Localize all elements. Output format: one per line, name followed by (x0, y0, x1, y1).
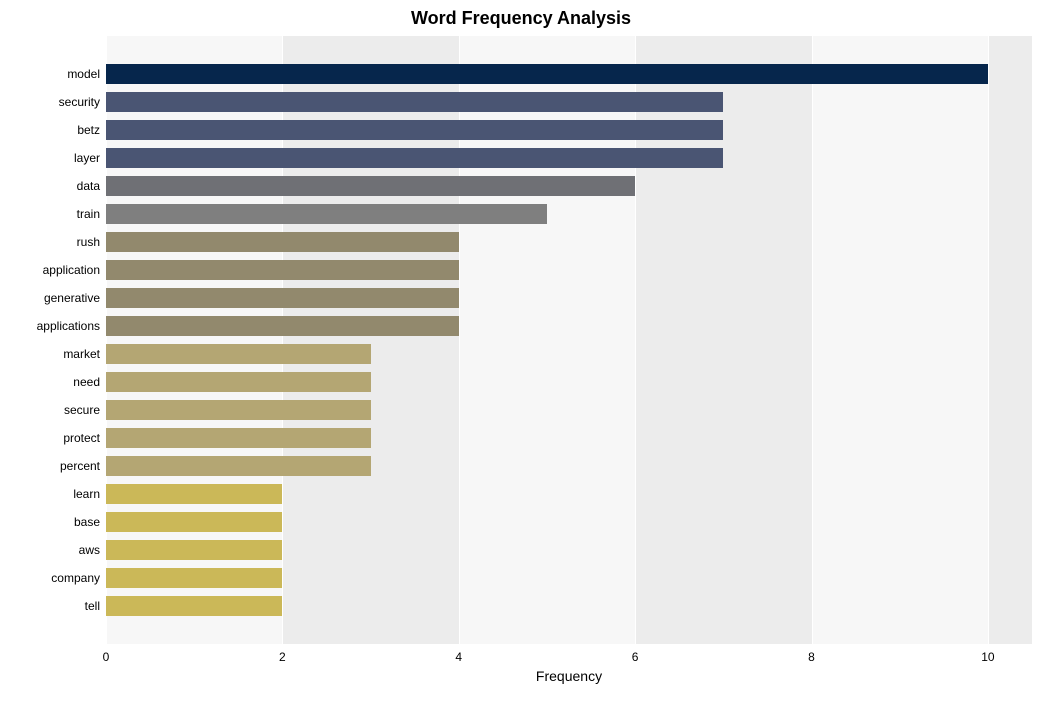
y-tick-label: model (67, 67, 100, 81)
plot-area: 0246810 (106, 36, 1032, 644)
y-tick-label: data (77, 179, 100, 193)
y-tick-label: market (63, 347, 100, 361)
bar (106, 596, 282, 616)
y-tick-label: base (74, 515, 100, 529)
y-tick-label: generative (44, 291, 100, 305)
bar (106, 568, 282, 588)
chart-container: Word Frequency Analysis 0246810 modelsec… (0, 0, 1042, 701)
y-tick-label: aws (79, 543, 100, 557)
y-tick-label: application (43, 263, 100, 277)
bar (106, 92, 723, 112)
bar (106, 64, 988, 84)
x-tick-label: 4 (455, 650, 462, 664)
y-tick-label: layer (74, 151, 100, 165)
y-tick-label: protect (63, 431, 100, 445)
bar (106, 288, 459, 308)
x-tick-label: 8 (808, 650, 815, 664)
x-tick-label: 6 (632, 650, 639, 664)
bar (106, 344, 371, 364)
y-axis-labels: model security betz layer data train rush appli… (0, 36, 100, 644)
bar (106, 540, 282, 560)
y-tick-label: need (73, 375, 100, 389)
bar (106, 512, 282, 532)
y-tick-label: security (59, 95, 100, 109)
x-tick-label: 2 (279, 650, 286, 664)
bar (106, 484, 282, 504)
bar (106, 148, 723, 168)
y-tick-label: betz (77, 123, 100, 137)
bar (106, 176, 635, 196)
bar (106, 456, 371, 476)
y-tick-label: learn (73, 487, 100, 501)
bar (106, 428, 371, 448)
bar (106, 400, 371, 420)
x-tick-label: 0 (103, 650, 110, 664)
x-axis-label: Frequency (106, 668, 1032, 684)
bar (106, 232, 459, 252)
chart-title: Word Frequency Analysis (0, 8, 1042, 29)
y-tick-label: applications (37, 319, 100, 333)
bar (106, 316, 459, 336)
gridline (812, 36, 813, 644)
y-tick-label: secure (64, 403, 100, 417)
y-tick-label: rush (77, 235, 100, 249)
bar (106, 372, 371, 392)
background-stripe (988, 36, 1032, 644)
y-tick-label: tell (85, 599, 100, 613)
y-tick-label: company (51, 571, 100, 585)
y-tick-label: percent (60, 459, 100, 473)
bar (106, 204, 547, 224)
gridline (988, 36, 989, 644)
y-tick-label: train (77, 207, 100, 221)
bar (106, 120, 723, 140)
background-stripe (812, 36, 988, 644)
x-tick-label: 10 (981, 650, 994, 664)
bar (106, 260, 459, 280)
